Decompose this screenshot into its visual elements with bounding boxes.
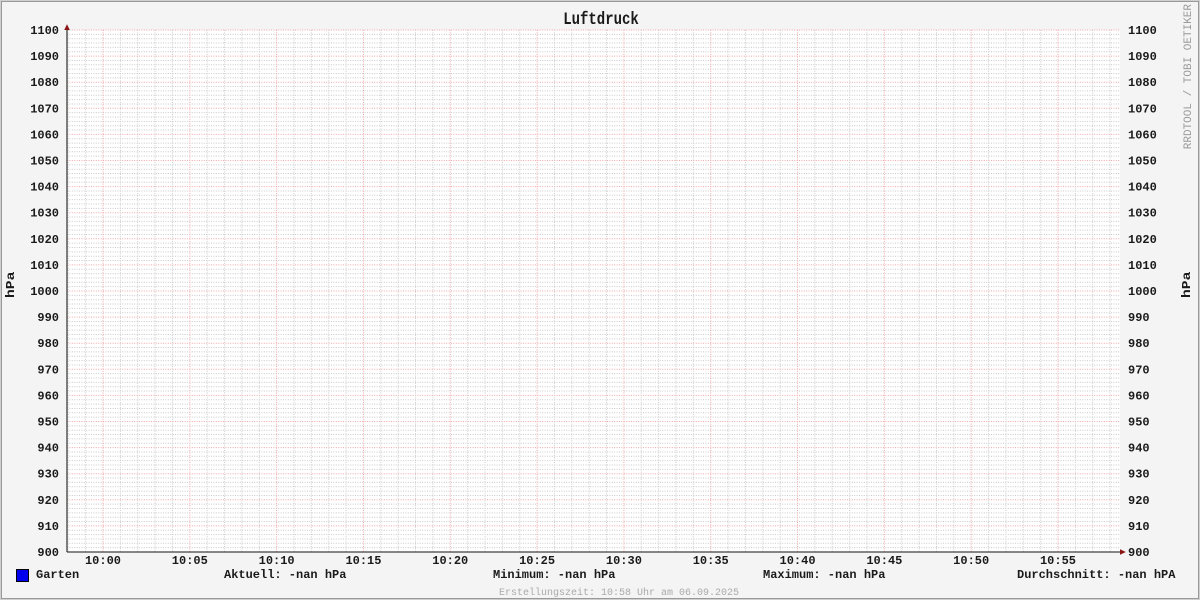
svg-text:1080: 1080 bbox=[30, 76, 59, 90]
svg-text:10:20: 10:20 bbox=[432, 554, 468, 568]
svg-text:1040: 1040 bbox=[1128, 181, 1157, 195]
svg-text:950: 950 bbox=[1128, 416, 1150, 430]
svg-text:940: 940 bbox=[37, 442, 59, 456]
svg-text:1000: 1000 bbox=[30, 285, 59, 299]
svg-text:1020: 1020 bbox=[30, 233, 59, 247]
svg-text:10:30: 10:30 bbox=[606, 554, 642, 568]
svg-text:960: 960 bbox=[37, 389, 59, 403]
svg-text:900: 900 bbox=[1128, 546, 1150, 560]
svg-text:970: 970 bbox=[37, 363, 59, 377]
svg-text:1070: 1070 bbox=[30, 102, 59, 116]
svg-text:1060: 1060 bbox=[30, 128, 59, 142]
svg-text:1070: 1070 bbox=[1128, 102, 1157, 116]
svg-text:910: 910 bbox=[1128, 520, 1150, 534]
svg-text:980: 980 bbox=[37, 337, 59, 351]
svg-text:1100: 1100 bbox=[1128, 24, 1157, 38]
svg-text:970: 970 bbox=[1128, 363, 1150, 377]
svg-text:10:35: 10:35 bbox=[693, 554, 729, 568]
svg-text:10:10: 10:10 bbox=[259, 554, 295, 568]
svg-text:930: 930 bbox=[37, 468, 59, 482]
svg-text:10:15: 10:15 bbox=[345, 554, 381, 568]
svg-text:1030: 1030 bbox=[1128, 207, 1157, 221]
svg-text:10:50: 10:50 bbox=[953, 554, 989, 568]
svg-text:980: 980 bbox=[1128, 337, 1150, 351]
svg-text:1080: 1080 bbox=[1128, 76, 1157, 90]
svg-text:1060: 1060 bbox=[1128, 128, 1157, 142]
svg-text:910: 910 bbox=[37, 520, 59, 534]
svg-text:10:45: 10:45 bbox=[866, 554, 902, 568]
svg-text:940: 940 bbox=[1128, 442, 1150, 456]
svg-text:1050: 1050 bbox=[1128, 155, 1157, 169]
svg-text:1010: 1010 bbox=[30, 259, 59, 273]
svg-text:1020: 1020 bbox=[1128, 233, 1157, 247]
svg-text:10:00: 10:00 bbox=[85, 554, 121, 568]
svg-text:900: 900 bbox=[37, 546, 59, 560]
svg-text:990: 990 bbox=[1128, 311, 1150, 325]
svg-text:1040: 1040 bbox=[30, 181, 59, 195]
svg-text:930: 930 bbox=[1128, 468, 1150, 482]
svg-text:1030: 1030 bbox=[30, 207, 59, 221]
svg-text:920: 920 bbox=[1128, 494, 1150, 508]
svg-text:1000: 1000 bbox=[1128, 285, 1157, 299]
svg-text:990: 990 bbox=[37, 311, 59, 325]
svg-text:10:25: 10:25 bbox=[519, 554, 555, 568]
svg-text:10:40: 10:40 bbox=[780, 554, 816, 568]
svg-text:950: 950 bbox=[37, 416, 59, 430]
svg-text:1090: 1090 bbox=[1128, 50, 1157, 64]
svg-text:10:55: 10:55 bbox=[1040, 554, 1076, 568]
svg-text:960: 960 bbox=[1128, 389, 1150, 403]
svg-text:10:05: 10:05 bbox=[172, 554, 208, 568]
svg-text:1050: 1050 bbox=[30, 155, 59, 169]
svg-text:1010: 1010 bbox=[1128, 259, 1157, 273]
svg-text:920: 920 bbox=[37, 494, 59, 508]
svg-text:1090: 1090 bbox=[30, 50, 59, 64]
svg-text:1100: 1100 bbox=[30, 24, 59, 38]
